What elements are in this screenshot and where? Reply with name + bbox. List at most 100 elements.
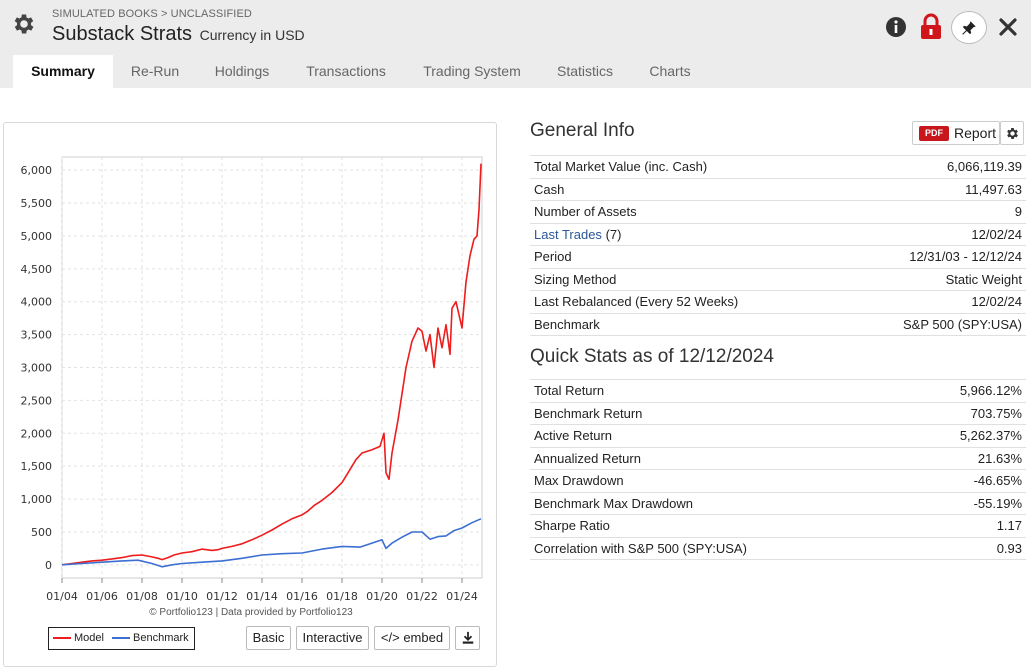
row-value: -46.65% [906,469,1026,492]
pin-icon [962,21,976,35]
report-settings-button[interactable] [1000,121,1024,145]
info-icon[interactable] [884,15,908,39]
table-row: Benchmark S&P 500 (SPY:USA) [530,312,1026,336]
quick-stats-title: Quick Stats as of 12/12/2024 [530,346,774,367]
performance-chart[interactable]: 0 500 1,000 1,500 2,000 2,500 3,000 3,500 4,000 4… [4,123,498,623]
y-tick-label: 1,500 [21,460,53,473]
table-row: Last Trades (7) 12/02/24 [530,222,1026,246]
x-tick-label: 01/22 [406,590,438,603]
legend-item-benchmark[interactable]: Benchmark [112,632,189,644]
row-value: 0.93 [906,536,1026,560]
y-tick-label: 2,500 [21,394,53,407]
y-tick-label: 4,000 [21,296,53,309]
legend-item-model[interactable]: Model [53,632,104,644]
row-label: Last Trades (7) [530,222,841,246]
legend-label-benchmark: Benchmark [133,632,189,644]
row-label: Total Return [530,379,907,402]
x-tick-label: 01/10 [166,590,198,603]
chart-credit: © Portfolio123 | Data provided by Portfo… [149,607,353,618]
general-info-table: Total Market Value (inc. Cash) 6,066,119.… [530,155,1026,336]
table-row: Benchmark Return 703.75% [530,401,1026,425]
page-title: Substack Strats Currency in USD [52,23,305,46]
row-label: Benchmark [530,312,841,336]
table-row: Annualized Return 21.63% [530,446,1026,470]
y-tick-label: 6,000 [21,164,53,177]
breadcrumb[interactable]: SIMULATED BOOKS > UNCLASSIFIED [52,8,252,20]
close-icon[interactable] [996,15,1020,39]
download-button[interactable] [455,626,480,650]
table-row: Correlation with S&P 500 (SPY:USA) 0.93 [530,536,1026,560]
row-value: 12/02/24 [840,290,1026,313]
legend-label-model: Model [74,632,104,644]
table-row: Max Drawdown -46.65% [530,469,1026,492]
pdf-icon: PDF [919,126,949,141]
table-row: Active Return 5,262.37% [530,424,1026,447]
performance-chart-panel: 0 500 1,000 1,500 2,000 2,500 3,000 3,500 4,000 4… [3,122,497,667]
row-label: Max Drawdown [530,469,907,492]
legend-swatch-model [53,637,71,640]
chart-legend: Model Benchmark [48,627,195,650]
x-tick-label: 01/06 [86,590,118,603]
book-name: Substack Strats [52,23,193,45]
y-tick-label: 3,500 [21,329,53,342]
row-label: Total Market Value (inc. Cash) [530,155,841,178]
row-label: Sizing Method [530,267,841,291]
last-trades-count: (7) [605,226,622,242]
tab-summary[interactable]: Summary [13,55,113,88]
tab-transactions[interactable]: Transactions [306,63,386,79]
row-label: Period [530,245,841,268]
row-value: -55.19% [906,491,1026,515]
row-value: 703.75% [906,401,1026,425]
legend-swatch-benchmark [112,637,130,640]
row-label: Annualized Return [530,446,907,470]
x-tick-label: 01/04 [46,590,78,603]
x-tick-label: 01/18 [326,590,358,603]
row-value: 1.17 [906,514,1026,537]
y-tick-label: 1,000 [21,493,53,506]
lock-icon[interactable] [919,13,943,41]
table-row: Period 12/31/03 - 12/12/24 [530,245,1026,268]
tab-charts[interactable]: Charts [649,63,691,79]
row-value: 11,497.63 [840,177,1026,201]
y-tick-label: 3,000 [21,362,53,375]
general-info-title: General Info [530,120,635,141]
table-row: Total Return 5,966.12% [530,379,1026,402]
row-value: 21.63% [906,446,1026,470]
download-icon [462,631,474,644]
table-row: Last Rebalanced (Every 52 Weeks) 12/02/24 [530,290,1026,313]
tab-holdings[interactable]: Holdings [214,63,270,79]
last-trades-link[interactable]: Last Trades [534,226,602,242]
row-label: Correlation with S&P 500 (SPY:USA) [530,536,907,560]
y-tick-label: 5,000 [21,230,53,243]
x-tick-label: 01/12 [206,590,238,603]
tab-trading-system[interactable]: Trading System [423,63,521,79]
y-tick-label: 5,500 [21,197,53,210]
pdf-report-button[interactable]: PDF Report [912,121,1000,145]
interactive-button[interactable]: Interactive [296,626,369,650]
row-label: Last Rebalanced (Every 52 Weeks) [530,290,841,313]
table-row: Cash 11,497.63 [530,177,1026,201]
table-row: Sizing Method Static Weight [530,267,1026,291]
table-row: Total Market Value (inc. Cash) 6,066,119.… [530,155,1026,178]
tab-statistics[interactable]: Statistics [556,63,613,79]
x-tick-label: 01/16 [286,590,318,603]
currency-label: Currency in USD [199,27,305,43]
basic-button[interactable]: Basic [246,626,291,650]
series-line-benchmark [61,518,482,568]
row-value: 12/31/03 - 12/12/24 [840,245,1026,268]
row-label: Cash [530,177,841,201]
tab-re-run[interactable]: Re-Run [130,63,180,79]
x-tick-label: 01/14 [246,590,278,603]
row-value: S&P 500 (SPY:USA) [840,312,1026,336]
y-tick-label: 2,000 [21,427,53,440]
last-trades-date-link[interactable]: 12/02/24 [840,222,1026,246]
pin-button[interactable] [951,11,987,44]
quick-stats-table: Total Return 5,966.12% Benchmark Return 70… [530,379,1026,560]
table-row: Number of Assets 9 [530,200,1026,223]
x-tick-label: 01/08 [126,590,158,603]
embed-button[interactable]: </> embed [374,626,450,650]
x-tick-label: 01/20 [366,590,398,603]
tab-bar: Summary Re-Run Holdings Transactions Tra… [0,55,1031,88]
settings-gear-icon[interactable] [11,11,37,37]
gear-icon [1007,128,1018,139]
